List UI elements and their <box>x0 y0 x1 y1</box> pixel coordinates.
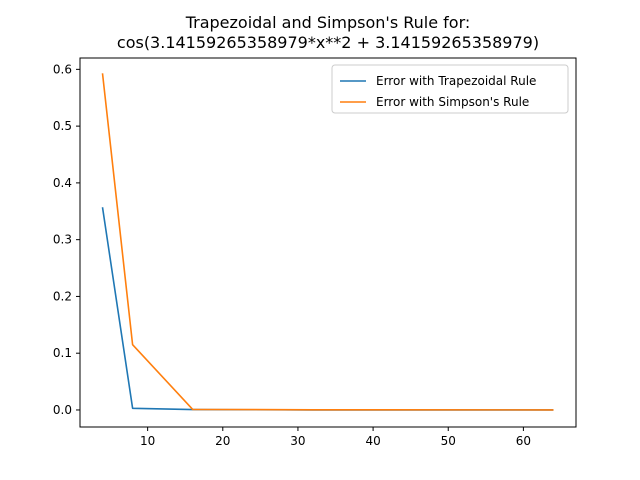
y-tick-label-0: 0.0 <box>53 403 72 417</box>
y-tick-label-2: 0.2 <box>53 289 72 303</box>
y-tick-label-5: 0.5 <box>53 119 72 133</box>
x-tick-label-1: 20 <box>215 434 230 448</box>
x-tick-label-2: 30 <box>290 434 305 448</box>
y-tick-label-3: 0.3 <box>53 233 72 247</box>
legend: Error with Trapezoidal Rule Error with Si… <box>331 64 569 114</box>
legend-box <box>331 64 569 114</box>
series-line-1 <box>101 73 554 411</box>
x-axis-ticks: 10 20 30 40 50 60 <box>140 427 531 448</box>
x-tick-label-0: 10 <box>140 434 155 448</box>
series-line-0 <box>101 207 554 411</box>
x-tick-label-3: 40 <box>365 434 380 448</box>
x-tick-label-5: 60 <box>516 434 531 448</box>
x-tick-label-4: 50 <box>441 434 456 448</box>
y-tick-label-6: 0.6 <box>53 62 72 76</box>
chart-title-line-2: cos(3.14159265358979*x**2 + 3.1415926535… <box>117 33 539 52</box>
legend-label-1: Error with Simpson's Rule <box>376 95 529 109</box>
chart-title-line-1: Trapezoidal and Simpson's Rule for: <box>185 13 471 32</box>
plot-frame <box>79 57 577 428</box>
y-tick-label-1: 0.1 <box>53 346 72 360</box>
y-tick-label-4: 0.4 <box>53 176 72 190</box>
y-axis-ticks: 0.0 0.1 0.2 0.3 0.4 0.5 0.6 <box>53 62 80 417</box>
plot-lines <box>101 73 554 411</box>
legend-label-0: Error with Trapezoidal Rule <box>376 74 536 88</box>
